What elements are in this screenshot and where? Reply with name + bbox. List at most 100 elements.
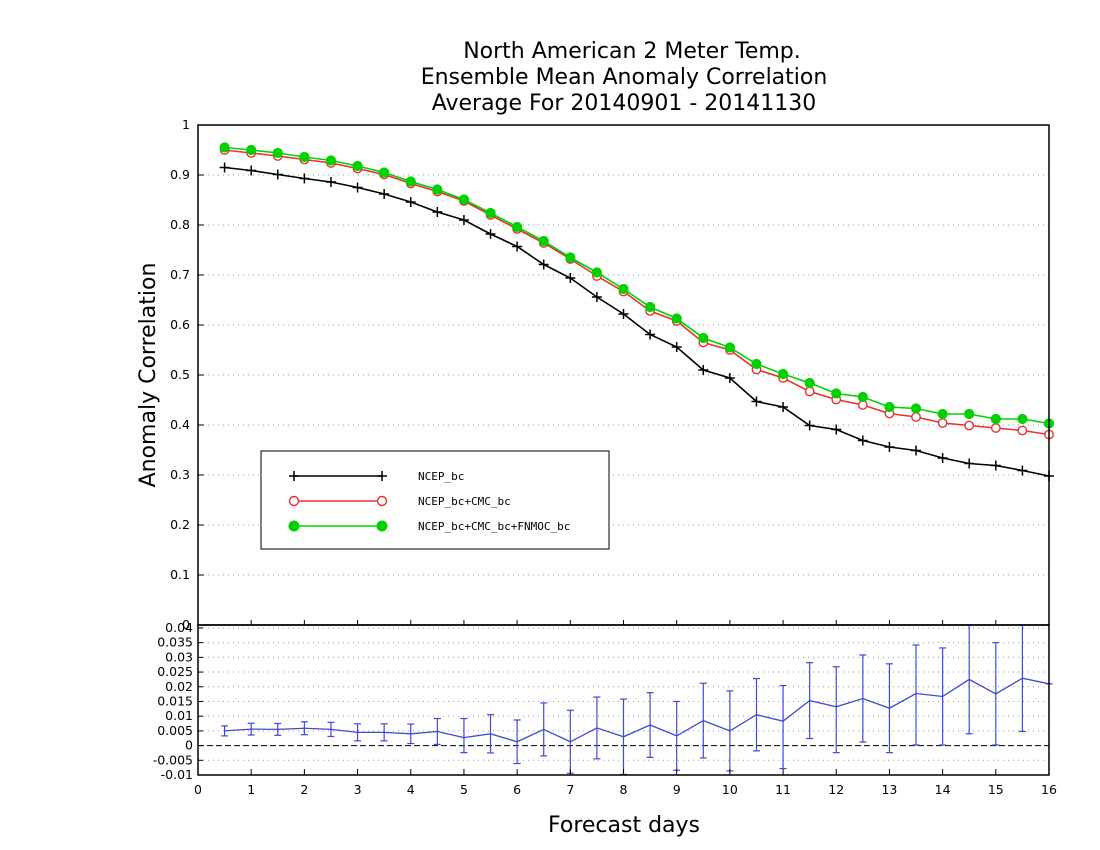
series-marker-0 [432,207,443,217]
diff-y-tick-label: 0.04 [165,620,193,635]
legend: NCEP_bc NCEP_bc+CMC_bc NCEP_bc+CMC_bc+FNMO… [260,450,610,550]
series-marker-2 [512,221,523,233]
main-y-tick-label: 0.8 [170,217,190,232]
x-tick-label: 13 [881,782,897,797]
x-tick-label: 15 [988,782,1004,797]
series-marker-2 [671,313,682,324]
series-marker-2 [964,408,975,420]
series-marker-2 [219,142,230,153]
x-tick-label: 7 [566,782,574,797]
series-marker-1 [937,418,948,428]
series-marker-0 [751,396,762,407]
series-marker-2 [644,301,656,313]
legend-label-2: NCEP_bc+CMC_bc+FNMOC_bc [418,520,570,533]
main-y-tick-label: 0.2 [170,517,190,532]
series-marker-2 [1017,413,1028,425]
chart-title-line-1: North American 2 Meter Temp. [463,39,801,64]
x-tick-label: 11 [775,782,791,797]
diff-y-tick-label: -0.01 [161,767,193,782]
main-y-tick-label: 0.5 [170,367,190,382]
series-marker-2 [485,207,496,219]
series-marker-0 [911,445,922,456]
x-axis: 0 1 2 3 4 5 6 7 8 9 10 11 12 13 14 15 16 [194,620,1057,797]
series-marker-2 [246,144,257,156]
series-marker-0 [458,215,469,225]
series-marker-2 [910,403,922,414]
series-marker-2 [458,194,470,205]
x-tick-label: 16 [1041,782,1057,797]
main-y-tick-label: 0.1 [170,567,190,582]
series-marker-2 [884,401,895,413]
series-marker-0 [804,420,815,431]
difference-panel: -0.01-0.00500.0050.010.0150.020.0250.030… [153,620,1053,782]
series-marker-0 [724,373,735,383]
legend-marker-1 [376,495,388,507]
series-marker-0 [405,197,416,207]
x-tick-label: 10 [722,782,738,797]
legend-marker-2 [288,520,300,532]
series-marker-0 [698,365,709,375]
series-marker-0 [857,435,868,446]
diff-y-tick-label: 0 [185,738,193,753]
x-tick-label: 8 [620,782,628,797]
x-tick-label: 3 [354,782,362,797]
main-y-tick-label: 0.9 [170,167,190,182]
x-tick-label: 9 [673,782,681,797]
chart-title-line-3: Average For 20140901 - 20141130 [432,91,817,116]
x-tick-label: 2 [300,782,308,797]
diff-y-tick-label: 0.005 [157,723,193,738]
error-bar [832,666,840,754]
series-marker-1 [804,386,815,397]
series-marker-2 [724,342,735,353]
main-y-tick-label: 0.7 [170,267,190,282]
series-marker-0 [990,460,1001,471]
series-marker-2 [990,413,1001,425]
series-marker-2 [432,184,443,195]
difference-line [224,677,1050,743]
series-marker-0 [1017,465,1028,476]
diff-y-tick-label: 0.03 [165,649,193,664]
series-marker-2 [325,155,337,166]
series-marker-0 [565,273,576,283]
diff-y-tick-label: 0.025 [157,664,193,679]
series-marker-2 [698,332,709,344]
series-marker-0 [379,189,390,199]
series-marker-1 [964,420,975,431]
series-marker-1 [911,412,921,422]
series-marker-0 [618,309,629,319]
series-marker-0 [299,173,310,184]
main-y-tick-label: 1 [182,117,190,132]
x-tick-label: 0 [194,782,202,797]
series-marker-2 [777,368,789,380]
main-panel: 0 0.1 0.2 0.3 0.4 0.5 0.6 0.7 0.8 0.9 1 [170,117,1055,632]
series-marker-0 [964,458,975,469]
series-marker-0 [219,162,230,173]
series-marker-2 [299,151,310,163]
diff-y-tick-label: 0.015 [157,693,193,708]
series-marker-2 [804,377,815,389]
legend-label-0: NCEP_bc [418,470,464,483]
series-marker-2 [272,147,283,159]
series-marker-2 [857,391,868,403]
main-y-tick-label: 0.4 [170,417,190,432]
series-marker-2 [352,160,363,172]
series-marker-0 [512,241,523,252]
legend-label-1: NCEP_bc+CMC_bc [418,495,511,508]
error-bar [460,717,468,754]
series-marker-2 [379,167,390,178]
main-y-tick-label: 0 [182,617,190,632]
series-marker-2 [565,252,576,263]
series-marker-0 [538,259,549,270]
series-marker-0 [485,229,496,239]
legend-marker-1 [288,495,300,507]
series-marker-0 [352,182,363,193]
diff-y-tick-label: -0.005 [153,752,193,767]
series-marker-0 [884,442,895,452]
main-y-tick-label: 0.3 [170,467,190,482]
series-marker-0 [671,342,682,352]
series-marker-2 [618,283,629,295]
diff-y-tick-label: 0.02 [165,679,193,694]
error-bar [912,644,920,746]
series-marker-2 [538,235,549,247]
